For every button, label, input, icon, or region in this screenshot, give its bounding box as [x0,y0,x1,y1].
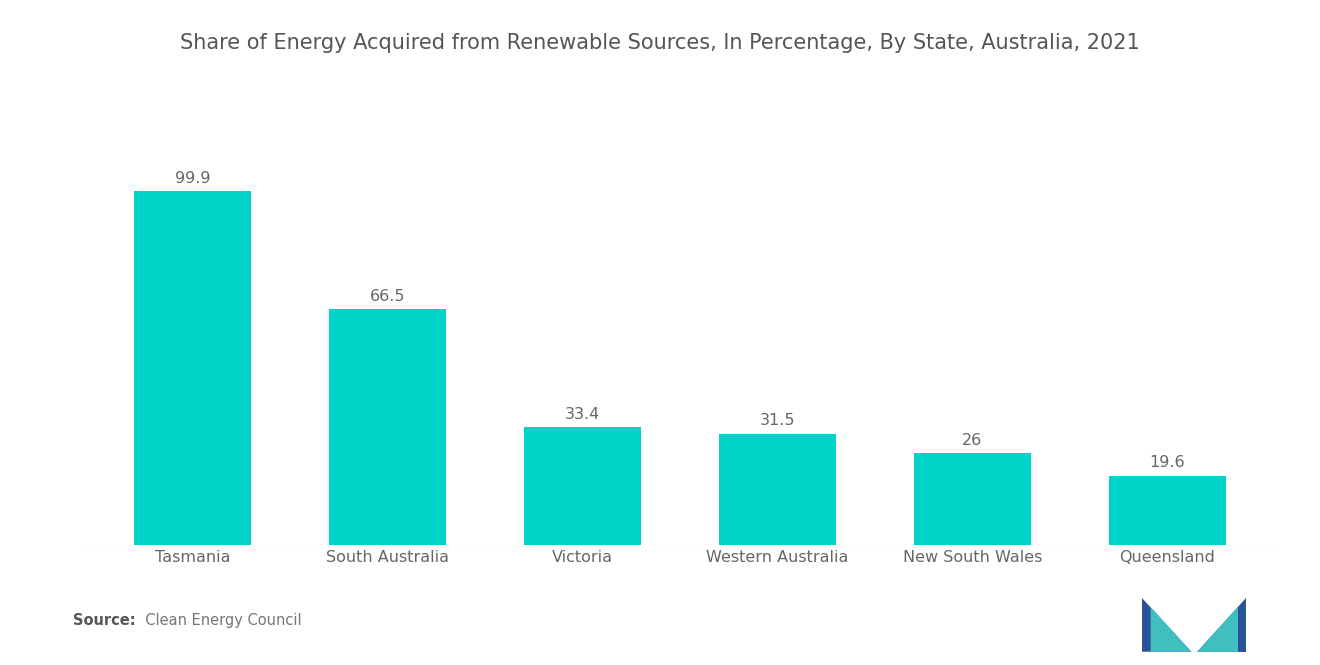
Bar [329,309,446,545]
Bar [524,427,640,545]
Text: 19.6: 19.6 [1150,456,1185,470]
Polygon shape [1151,606,1191,652]
Text: 33.4: 33.4 [565,406,599,422]
Text: Share of Energy Acquired from Renewable Sources, In Percentage, By State, Austra: Share of Energy Acquired from Renewable … [180,33,1140,53]
Bar [1109,475,1226,545]
Text: Source:: Source: [73,613,135,628]
Polygon shape [1197,606,1238,652]
Bar [133,191,251,545]
Text: 26: 26 [962,433,982,448]
Polygon shape [1197,598,1246,652]
Bar [913,453,1031,545]
Text: 31.5: 31.5 [759,413,795,428]
Bar [719,434,836,545]
Text: 99.9: 99.9 [174,171,210,186]
Polygon shape [1142,598,1191,652]
Text: 66.5: 66.5 [370,289,405,304]
Text: Clean Energy Council: Clean Energy Council [136,613,301,628]
